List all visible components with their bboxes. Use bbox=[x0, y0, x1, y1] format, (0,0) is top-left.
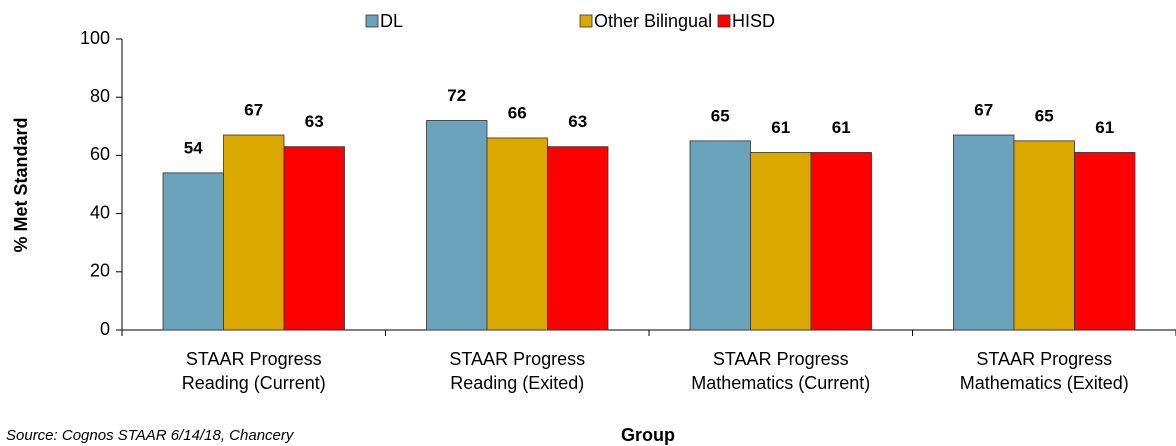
bar bbox=[1013, 140, 1075, 331]
bar bbox=[689, 140, 751, 331]
legend-swatch bbox=[579, 14, 593, 28]
bar-value-label: 63 bbox=[568, 112, 587, 131]
y-tick-label: 80 bbox=[90, 86, 110, 106]
x-tick-label-line: Reading (Exited) bbox=[450, 373, 584, 393]
bar-value-label: 63 bbox=[305, 112, 324, 131]
bar-value-label: 65 bbox=[711, 106, 730, 125]
bar bbox=[223, 134, 285, 331]
x-axis-title: Group bbox=[621, 425, 675, 445]
bar-value-label: 61 bbox=[771, 118, 790, 137]
y-tick-label: 40 bbox=[90, 202, 110, 222]
x-tick-label-line: STAAR Progress bbox=[713, 349, 849, 369]
bar-value-label: 66 bbox=[508, 103, 527, 122]
bar-value-label: 72 bbox=[447, 86, 466, 105]
x-tick-label-line: STAAR Progress bbox=[449, 349, 585, 369]
legend-swatch bbox=[365, 14, 379, 28]
y-tick-label: 0 bbox=[100, 319, 110, 339]
legend-label: DL bbox=[380, 11, 403, 31]
bar-value-label: 54 bbox=[184, 138, 203, 157]
bar bbox=[750, 152, 812, 331]
bar bbox=[1074, 152, 1136, 331]
x-tick-label: STAAR Progress Reading (Current) bbox=[182, 349, 326, 393]
bar bbox=[283, 146, 345, 331]
x-tick-label-line: Reading (Current) bbox=[182, 373, 326, 393]
y-tick-label: 20 bbox=[90, 261, 110, 281]
bar-value-label: 65 bbox=[1035, 106, 1054, 125]
bar-value-label: 67 bbox=[974, 101, 993, 120]
bar-value-label: 61 bbox=[1095, 118, 1114, 137]
y-tick-label: 60 bbox=[90, 144, 110, 164]
x-tick-label: STAAR Progress Mathematics (Exited) bbox=[960, 349, 1129, 393]
legend-label: HISD bbox=[732, 11, 775, 31]
bar-value-label: 61 bbox=[832, 118, 851, 137]
x-tick-label-line: STAAR Progress bbox=[186, 349, 322, 369]
bar bbox=[426, 120, 488, 331]
bar bbox=[547, 146, 609, 331]
x-tick-label: STAAR Progress Reading (Exited) bbox=[449, 349, 585, 393]
bar bbox=[953, 134, 1015, 331]
bar bbox=[162, 172, 224, 331]
x-tick-label-line: Mathematics (Current) bbox=[691, 373, 870, 393]
x-tick-label: STAAR Progress Mathematics (Current) bbox=[691, 349, 870, 393]
legend-label: Other Bilingual bbox=[594, 11, 712, 31]
x-tick-label-line: Mathematics (Exited) bbox=[960, 373, 1129, 393]
x-tick-label-line: STAAR Progress bbox=[976, 349, 1112, 369]
y-tick-label: 100 bbox=[80, 28, 110, 48]
bar bbox=[486, 137, 548, 331]
bar-value-label: 67 bbox=[244, 101, 263, 120]
source-note: Source: Cognos STAAR 6/14/18, Chancery bbox=[6, 427, 295, 444]
bar bbox=[810, 152, 872, 331]
legend-swatch bbox=[717, 14, 731, 28]
y-axis-title: % Met Standard bbox=[11, 117, 31, 252]
